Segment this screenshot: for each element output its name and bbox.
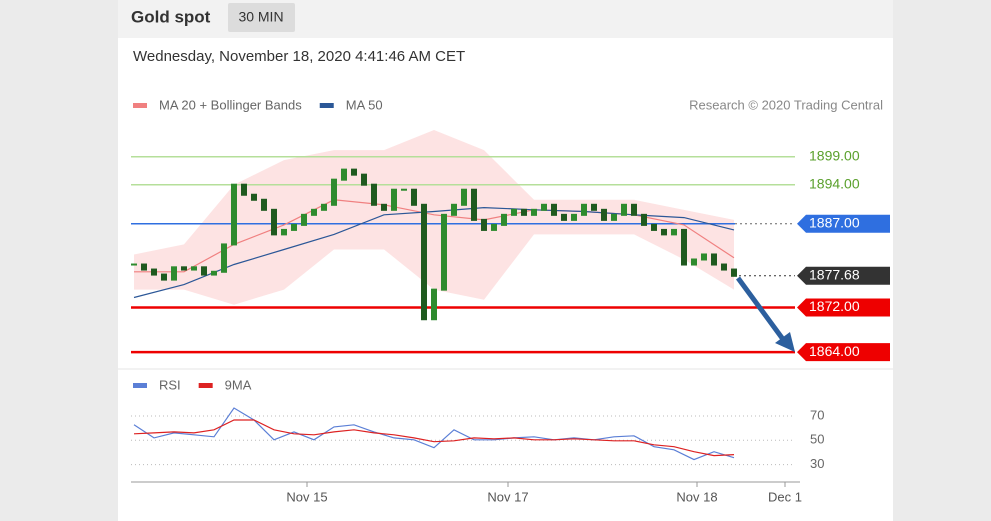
candle <box>561 213 567 221</box>
rsi-line <box>133 419 735 457</box>
level-label: 1887.00 <box>809 214 860 230</box>
candle <box>461 188 467 206</box>
candle <box>211 270 217 276</box>
candle <box>701 253 707 261</box>
candle <box>621 203 627 216</box>
candle <box>411 188 417 206</box>
y-tick-label: 50 <box>810 432 824 447</box>
legend-swatch <box>198 383 213 388</box>
candle <box>571 213 577 221</box>
attribution: Research © 2020 Trading Central <box>689 97 883 112</box>
candle <box>721 263 727 271</box>
x-tick-label: Dec 1 <box>768 489 802 504</box>
x-tick-label: Nov 18 <box>676 489 717 504</box>
candle <box>671 228 677 236</box>
forecast-arrowhead <box>775 332 795 352</box>
candle <box>171 266 177 281</box>
candle <box>471 188 477 221</box>
candle <box>421 203 427 321</box>
bollinger-band <box>134 130 734 305</box>
timeframe[interactable]: 30 MIN <box>238 9 283 25</box>
candle <box>291 223 297 231</box>
candle <box>241 183 247 196</box>
candle <box>691 258 697 266</box>
y-tick-label: 30 <box>810 456 824 471</box>
candle <box>131 263 137 266</box>
candle <box>341 168 347 181</box>
legend-swatch <box>133 383 147 388</box>
candle <box>371 183 377 206</box>
level-label: 1872.00 <box>809 298 860 314</box>
candle <box>521 208 527 216</box>
candle <box>451 203 457 216</box>
candle <box>361 173 367 186</box>
candle <box>601 208 607 221</box>
level-label: 1864.00 <box>809 343 860 359</box>
candle <box>191 266 197 271</box>
candle <box>181 266 187 271</box>
candle <box>481 218 487 231</box>
legend-label: MA 20 + Bollinger Bands <box>159 97 302 112</box>
candle <box>151 268 157 276</box>
candle <box>381 203 387 211</box>
candle <box>651 223 657 231</box>
candle <box>441 213 447 291</box>
x-tick-label: Nov 17 <box>487 489 528 504</box>
timestamp: Wednesday, November 18, 2020 4:41:46 AM … <box>133 48 465 65</box>
legend-label: RSI <box>159 377 181 392</box>
candle <box>731 268 737 277</box>
level-label: 1894.00 <box>809 175 860 191</box>
candle <box>161 273 167 281</box>
candle <box>141 263 147 271</box>
y-tick-label: 70 <box>810 407 824 422</box>
legend-swatch <box>319 103 334 108</box>
level-label: 1877.68 <box>809 267 860 283</box>
candle <box>201 266 207 276</box>
level-box <box>797 343 890 362</box>
candle <box>531 208 537 216</box>
candle <box>611 213 617 221</box>
rsi-line <box>133 407 735 461</box>
candle <box>301 213 307 226</box>
candle <box>271 208 277 236</box>
candle <box>321 203 327 211</box>
candle <box>641 213 647 226</box>
candle <box>491 223 497 231</box>
candle <box>631 203 637 216</box>
candle <box>221 243 227 273</box>
candle <box>551 203 557 216</box>
candle <box>431 288 437 321</box>
candle <box>501 213 507 226</box>
candle <box>351 168 357 176</box>
candle <box>681 228 687 266</box>
candle <box>261 198 267 211</box>
legend-label: MA 50 <box>346 97 383 112</box>
candle <box>311 208 317 216</box>
title: Gold spot <box>131 7 211 26</box>
candle <box>331 178 337 206</box>
forecast-arrow <box>735 276 788 344</box>
candle <box>251 193 257 201</box>
candle <box>711 253 717 266</box>
legend-swatch <box>133 103 147 108</box>
candle <box>231 183 237 246</box>
candle <box>511 208 517 216</box>
x-tick-label: Nov 15 <box>286 489 327 504</box>
candle <box>581 203 587 216</box>
candle <box>541 203 547 211</box>
candle <box>661 228 667 236</box>
timeframe-box[interactable] <box>228 3 295 32</box>
level-box <box>797 266 890 285</box>
candle <box>401 188 407 191</box>
candle <box>281 228 287 236</box>
level-label: 1899.00 <box>809 147 860 163</box>
candle <box>591 203 597 211</box>
level-box <box>797 214 890 233</box>
candle <box>391 188 397 211</box>
legend-label: 9MA <box>225 377 252 392</box>
level-box <box>797 298 890 317</box>
